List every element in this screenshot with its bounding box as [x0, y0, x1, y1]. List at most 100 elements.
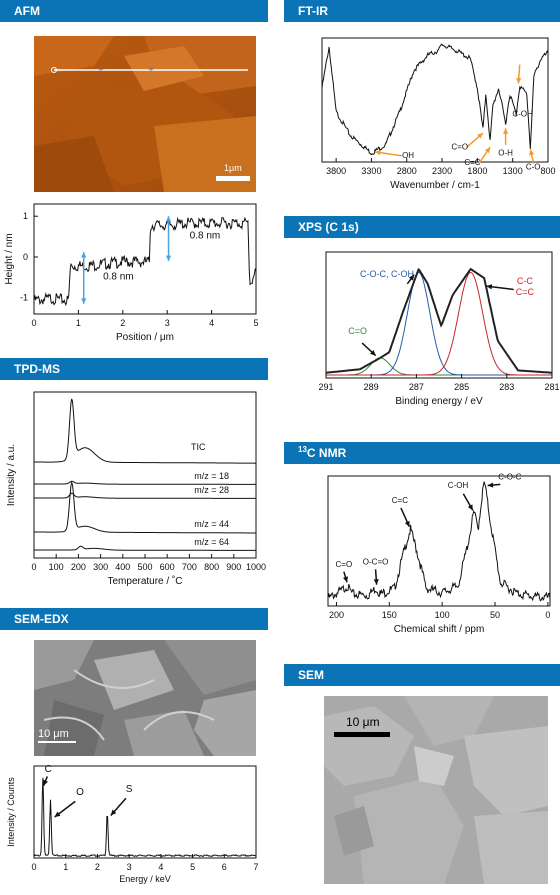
nmr-xtick-label: 0: [545, 610, 550, 620]
ftir-label-c-o: C-O: [526, 163, 541, 172]
nmr-label-co: C=O: [336, 560, 353, 569]
xps-cc-arrow-head: [486, 284, 493, 290]
xps-label-cdc: C=C: [516, 287, 535, 297]
nmr-oco-arrow-head: [373, 579, 379, 585]
afm-ytick-label: -1: [20, 293, 28, 303]
nmr-label-coc: C-O-C: [498, 473, 521, 482]
afm-step-label-1: 0.8 nm: [103, 271, 134, 282]
ftir-label-oh2: O-H: [498, 148, 513, 157]
tpd-series-label: TIC: [191, 442, 206, 452]
xps-header: XPS (C 1s): [284, 216, 560, 238]
xps-xlabel: Binding energy / eV: [395, 396, 483, 407]
tpd-ylabel: Intensity / a.u.: [6, 444, 17, 506]
xps-xtick-label: 287: [409, 382, 424, 392]
afm-ylabel: Height / nm: [4, 233, 15, 284]
nmr-chart: 200 150 100 50 0 Chemical shift / ppm C=O O-C=O…: [284, 470, 560, 646]
xps-xtick-label: 289: [364, 382, 379, 392]
edx-xtick-label: 5: [190, 862, 195, 872]
afm-height-arrow-2-down-head: [165, 255, 172, 262]
nmr-plot-frame: [327, 475, 551, 607]
nmr-co-arrow-head: [342, 576, 348, 583]
afm-xtick-label: 4: [209, 318, 214, 328]
tpd-title: TPD-MS: [14, 362, 60, 376]
tpd-series-line: [34, 398, 256, 464]
xps-xtick-label: 281: [544, 382, 559, 392]
tpd-xtick-label: 300: [93, 562, 108, 572]
xps-total-line: [325, 267, 552, 374]
tpd-xtick-label: 0: [31, 562, 36, 572]
afm-xtick-label: 5: [253, 318, 258, 328]
tpd-xtick-label: 600: [160, 562, 175, 572]
xps-plot-frame: [325, 251, 553, 379]
edx-xlabel: Energy / keV: [119, 874, 171, 884]
afm-height-arrow-1-down-head: [81, 298, 87, 304]
ftir-xtick-label: 800: [540, 166, 555, 176]
afm-step-label-2: 0.8 nm: [190, 231, 221, 242]
ftir-oh-arrow-head: [374, 150, 381, 156]
tpd-xtick-label: 800: [204, 562, 219, 572]
xps-label-cc: C-C: [517, 276, 533, 286]
edx-label-o: O: [76, 787, 84, 798]
ftir-spectrum-line: [321, 43, 549, 156]
xps-component-line: [326, 271, 552, 376]
tpd-series-label: m/z = 28: [194, 485, 229, 495]
nmr-xtick-label: 100: [435, 610, 450, 620]
ftir-label-cc: C=C: [464, 158, 480, 167]
edx-xtick-label: 7: [253, 862, 258, 872]
ftir-oh2-arrow-head: [503, 128, 509, 134]
xps-chart: 291 289 287 285 283 281 Binding energy / eV C-O…: [284, 244, 560, 422]
tpd-series-line: [34, 480, 256, 534]
edx-plot-frame: [33, 765, 257, 859]
tpd-xtick-label: 900: [226, 562, 241, 572]
tpd-xtick-label: 1000: [246, 562, 266, 572]
xps-coc-arrow-head: [408, 274, 415, 281]
ftir-chart: 3800 3300 2800 2300 1800 1300 800 Wavenumber / …: [284, 30, 560, 202]
tpd-series-line: [34, 480, 256, 485]
nmr-xlabel: Chemical shift / ppm: [394, 624, 485, 635]
nmr-cc-arrow-head: [404, 520, 410, 527]
afm-image: + + 1μm: [34, 36, 256, 192]
tpd-series-label: m/z = 18: [194, 471, 229, 481]
tpd-series-label: m/z = 44: [194, 519, 229, 529]
sem-edx-image: 10 μm: [34, 640, 256, 756]
nmr-xtick-label: 200: [329, 610, 344, 620]
edx-label-c: C: [45, 764, 52, 775]
svg-text:+: +: [98, 65, 104, 76]
ftir-xtick-label: 3800: [326, 166, 346, 176]
edx-ylabel: Intensity / Counts: [6, 777, 16, 847]
edx-xtick-label: 2: [95, 862, 100, 872]
afm-height-chart: 0 1 2 3 4 5 -1 0 1 Position / μm Height / nm 0.8 nm…: [0, 198, 268, 348]
xps-label-co: C=O: [348, 326, 367, 336]
edx-s-arrow-head: [110, 809, 117, 816]
nmr-title: C NMR: [306, 446, 347, 460]
tpd-xlabel: Temperature / ˚C: [107, 575, 182, 587]
ftir-xlabel: Wavenumber / cm-1: [390, 180, 480, 191]
nmr-coh-arrow-head: [467, 504, 473, 511]
afm-xtick-label: 2: [120, 318, 125, 328]
sem-header: SEM: [284, 664, 560, 686]
edx-xtick-label: 1: [63, 862, 68, 872]
afm-plot-frame: [33, 203, 257, 315]
ftir-c-o-arrow-head: [529, 149, 535, 156]
ftir-label-co: C=O: [451, 143, 468, 152]
tpd-xtick-label: 500: [137, 562, 152, 572]
tpd-header: TPD-MS: [0, 358, 268, 380]
edx-xtick-label: 4: [158, 862, 163, 872]
tpd-xtick-label: 200: [71, 562, 86, 572]
tpd-series-line: [34, 545, 256, 551]
nmr-spectrum-line: [327, 481, 551, 602]
semedx-header: SEM-EDX: [0, 608, 268, 630]
xps-co-arrow-head: [369, 350, 376, 356]
ftir-xtick-label: 3300: [361, 166, 381, 176]
ftir-xtick-label: 1800: [467, 166, 487, 176]
nmr-label-cc: C=C: [392, 496, 408, 505]
ftir-title: FT-IR: [298, 4, 328, 18]
afm-ytick-label: 0: [23, 252, 28, 262]
nmr-xtick-label: 150: [382, 610, 397, 620]
afm-xlabel: Position / μm: [116, 332, 174, 343]
semedx-title: SEM-EDX: [14, 612, 69, 626]
ftir-xtick-label: 1300: [503, 166, 523, 176]
afm-scale-label: 1μm: [224, 163, 242, 173]
tpd-xtick-label: 400: [115, 562, 130, 572]
ftir-label-oh: -OH: [399, 151, 414, 160]
